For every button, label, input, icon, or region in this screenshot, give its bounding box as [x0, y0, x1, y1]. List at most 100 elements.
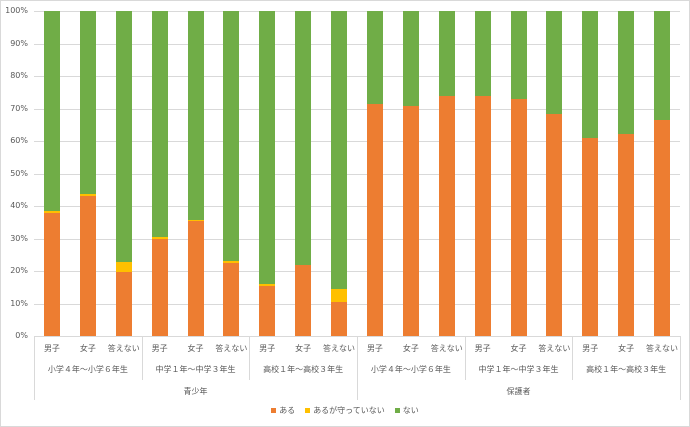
bar-segment: [259, 285, 276, 336]
group-separator: [572, 336, 574, 380]
y-tick-label: 80%: [10, 71, 28, 80]
gridline: [34, 173, 680, 175]
legend-item: ある: [271, 405, 295, 416]
y-tick-label: 20%: [10, 266, 28, 275]
bar-segment: [402, 105, 419, 336]
bar-segment: [582, 138, 599, 336]
bar-segment: [654, 119, 671, 336]
bar-segment: [438, 11, 455, 96]
bar-segment: [618, 11, 635, 134]
bar-segment: [79, 194, 96, 196]
bar-segment: [187, 219, 204, 221]
legend-swatch-icon: [394, 408, 400, 413]
stacked-bar: [582, 11, 599, 336]
x-group-label: 小学４年～小学６年生: [47, 365, 128, 374]
gridline: [34, 108, 680, 110]
bar-segment: [187, 220, 204, 336]
plot-area: [34, 11, 680, 337]
x-group-label: 高校１年～高校３年生: [586, 365, 667, 374]
group-separator: [249, 336, 251, 380]
bar-segment: [402, 11, 419, 106]
stacked-bar: [331, 11, 348, 336]
group-separator: [357, 336, 358, 400]
bar-segment: [366, 103, 383, 336]
group-separator: [680, 336, 681, 400]
stacked-bar: [79, 11, 96, 336]
y-tick-label: 100%: [5, 6, 28, 15]
bar-segment: [618, 133, 635, 336]
stacked-bar: [151, 11, 168, 336]
bar-segment: [223, 262, 240, 336]
bar-segment: [43, 211, 60, 214]
y-tick-label: 60%: [10, 136, 28, 145]
stacked-bar: [259, 11, 276, 336]
x-tick-label: 男子: [582, 344, 599, 353]
y-tick-label: 30%: [10, 233, 28, 243]
x-supergroup-label: 保護者: [506, 387, 531, 396]
x-group-label: 中学１年～中学３年生: [155, 365, 236, 374]
bar-segment: [546, 11, 563, 115]
legend-label: ない: [402, 406, 419, 415]
legend-label: ある: [279, 406, 296, 415]
bar-segment: [331, 11, 348, 289]
stacked-bar: [366, 11, 383, 336]
gridline: [34, 76, 680, 77]
bar-segment: [259, 284, 276, 286]
bar-segment: [331, 288, 348, 302]
bar-segment: [151, 11, 168, 237]
legend-label: あるが守っていない: [313, 406, 385, 415]
bar-segment: [115, 11, 132, 262]
x-tick-label: 答えない: [430, 344, 463, 353]
x-tick-label: 男子: [474, 344, 491, 353]
stacked-bar: [295, 11, 312, 336]
x-tick-label: 女子: [618, 344, 635, 353]
bar-segment: [295, 11, 312, 265]
gridline: [34, 43, 680, 45]
gridline: [34, 238, 680, 240]
bar-segment: [79, 195, 96, 336]
gridline: [34, 271, 680, 272]
stacked-bar: [654, 11, 671, 336]
bar-segment: [223, 260, 240, 263]
stacked-bar: [402, 11, 419, 336]
legend-item: あるが守っていない: [305, 405, 385, 416]
group-separator: [141, 336, 143, 380]
bar-segment: [223, 11, 240, 261]
group-separator: [464, 336, 466, 380]
x-tick-label: 女子: [187, 344, 204, 353]
stacked-bar: [474, 11, 491, 336]
group-separator: [34, 336, 35, 400]
x-axis: 男子 女子 答えない 男子 女子 答えない 男子 女子 答えない 男子 女子 答えない 男子 女子 答えない…: [34, 336, 681, 400]
x-supergroup-label: 青少年: [183, 387, 208, 396]
x-tick-label: 男子: [151, 344, 168, 353]
bar-segment: [295, 265, 312, 336]
x-tick-label: 男子: [43, 344, 60, 353]
legend-swatch-icon: [271, 408, 277, 413]
bar-segment: [79, 11, 96, 194]
y-tick-label: 90%: [10, 38, 28, 48]
bar-segment: [510, 99, 527, 336]
x-tick-label: 男子: [259, 344, 276, 353]
stacked-bar: [618, 11, 635, 336]
y-tick-label: 0%: [15, 331, 28, 340]
bar-segment: [43, 11, 60, 212]
stacked-bar: [223, 11, 240, 336]
legend: ある あるが守っていない ない: [0, 405, 690, 416]
stacked-bar: [115, 11, 132, 336]
bar-segment: [187, 11, 204, 220]
stacked-bar: [438, 11, 455, 336]
x-tick-label: 答えない: [323, 344, 356, 353]
legend-item: ない: [394, 405, 419, 416]
gridline: [34, 11, 680, 12]
x-tick-label: 女子: [402, 344, 419, 353]
bar-segment: [366, 11, 383, 104]
legend-swatch-icon: [305, 408, 311, 413]
x-tick-label: 答えない: [538, 344, 571, 353]
bar-segment: [654, 11, 671, 120]
bar-segment: [331, 301, 348, 336]
bar-segment: [474, 11, 491, 96]
stacked-bar: [187, 11, 204, 336]
bar-segment: [474, 95, 491, 336]
y-tick-label: 50%: [10, 168, 28, 178]
y-tick-label: 10%: [10, 298, 28, 308]
